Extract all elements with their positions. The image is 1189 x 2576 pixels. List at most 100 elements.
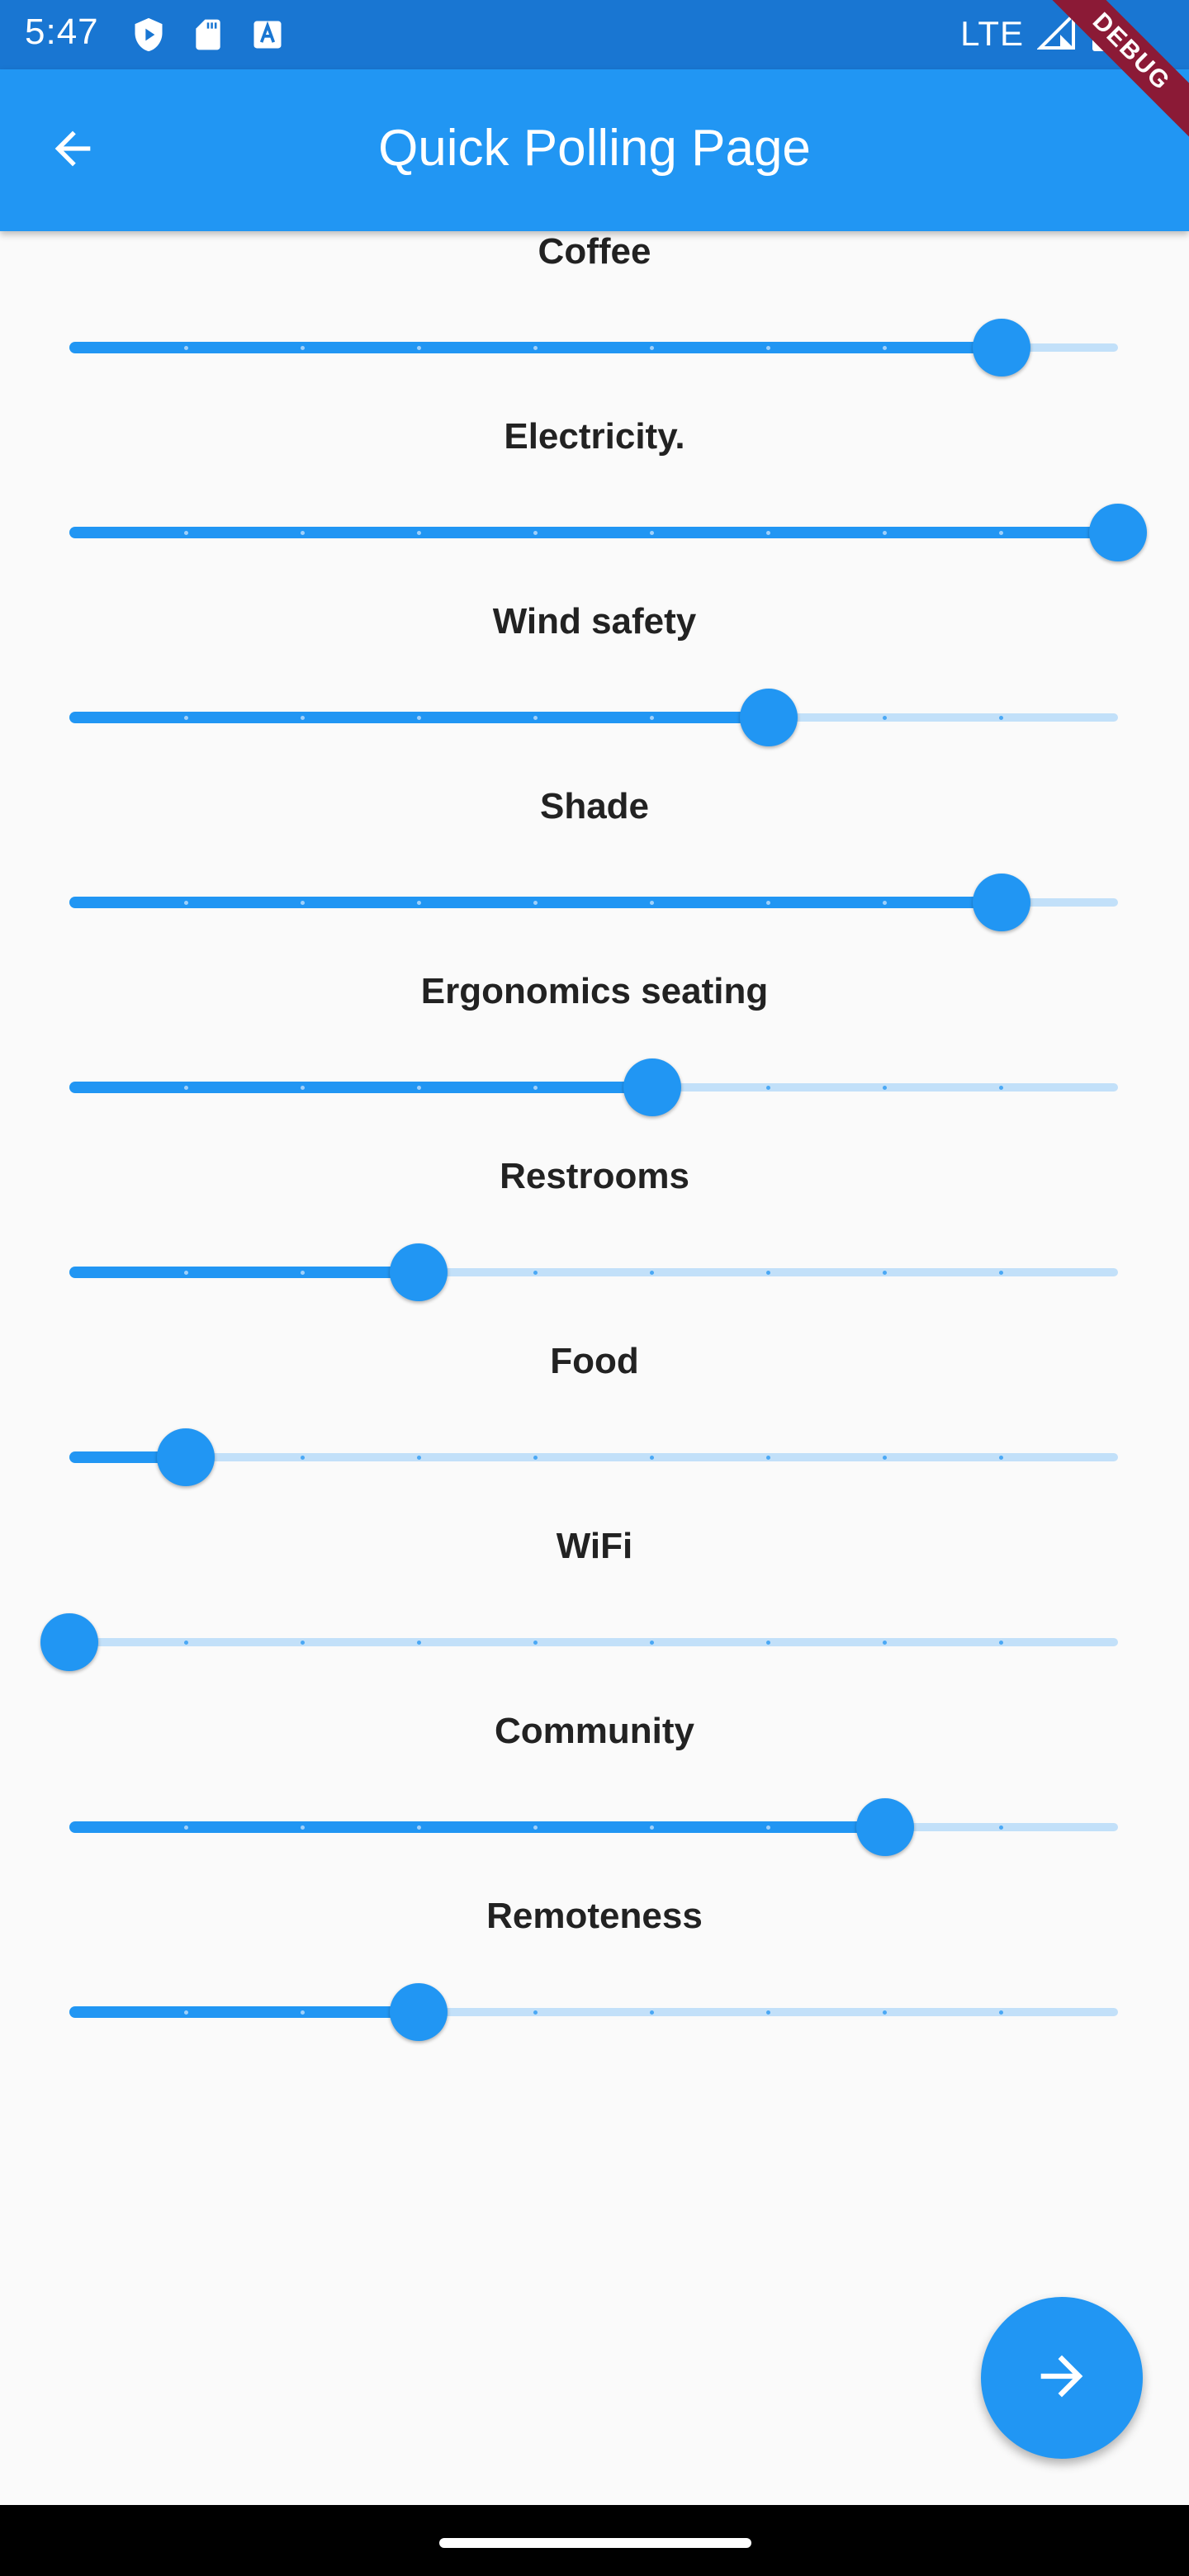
slider-tick <box>300 1086 305 1090</box>
slider-tick <box>183 1086 188 1090</box>
slider-tick <box>416 1086 421 1090</box>
slider-tick <box>300 716 305 720</box>
slider-tick <box>533 1456 538 1460</box>
slider-tick <box>416 1825 421 1830</box>
poll-slider[interactable] <box>40 1613 1118 1671</box>
slider-tick <box>300 1825 305 1830</box>
poll-label: Ergonomics seating <box>420 971 769 1011</box>
network-type: LTE <box>960 13 1024 53</box>
poll-slider[interactable] <box>69 1058 1118 1116</box>
slider-tick <box>650 1825 655 1830</box>
poll-slider[interactable] <box>69 1798 1118 1856</box>
home-gesture-handle[interactable] <box>439 2538 751 2548</box>
poll-slider[interactable] <box>69 1983 1118 2041</box>
arrow-back-icon <box>46 122 99 179</box>
slider-tick <box>883 2010 888 2015</box>
slider-tick <box>533 1086 538 1090</box>
poll-label: WiFi <box>556 1526 633 1566</box>
slider-thumb[interactable] <box>157 1428 216 1486</box>
slider-tick <box>883 901 888 905</box>
slider-tick <box>650 1271 655 1275</box>
slider-tick <box>300 1456 305 1460</box>
arrow-forward-icon <box>1030 2345 1093 2412</box>
slider-tick <box>533 901 538 905</box>
signal-icon <box>1036 11 1077 55</box>
poll-label: Food <box>550 1341 639 1381</box>
slider-tick <box>416 1456 421 1460</box>
slider-tick <box>650 901 655 905</box>
slider-active-track <box>69 1821 885 1833</box>
poll-item: Ergonomics seating <box>0 971 1189 1156</box>
page-title: Quick Polling Page <box>378 120 811 177</box>
poll-slider[interactable] <box>69 1243 1118 1301</box>
poll-item: Community <box>0 1711 1189 1896</box>
poll-label: Shade <box>539 786 650 826</box>
slider-tick <box>416 531 421 535</box>
slider-thumb[interactable] <box>1089 504 1147 561</box>
slider-tick <box>533 1825 538 1830</box>
poll-item: Coffee <box>0 231 1189 416</box>
slider-tick <box>766 1641 771 1645</box>
slider-thumb[interactable] <box>972 319 1030 376</box>
slider-tick <box>766 901 771 905</box>
slider-tick <box>533 716 538 720</box>
poll-item: WiFi <box>0 1526 1189 1711</box>
play-protect-icon <box>130 17 167 57</box>
slider-active-track <box>69 2006 419 2018</box>
slider-active-track <box>69 1267 419 1278</box>
poll-slider[interactable] <box>69 874 1118 931</box>
slider-thumb[interactable] <box>390 1243 448 1301</box>
slider-tick <box>650 531 655 535</box>
slider-tick <box>533 531 538 535</box>
slider-tick <box>416 716 421 720</box>
slider-tick <box>300 901 305 905</box>
slider-tick <box>766 1271 771 1275</box>
slider-thumb[interactable] <box>855 1798 914 1856</box>
poll-label: Remoteness <box>486 1896 703 1936</box>
slider-tick <box>300 1641 305 1645</box>
poll-slider[interactable] <box>69 504 1147 561</box>
slider-tick <box>883 1086 888 1090</box>
slider-thumb[interactable] <box>972 874 1030 931</box>
poll-item: Electricity. <box>0 416 1189 601</box>
poll-slider[interactable] <box>69 689 1118 746</box>
slider-tick <box>766 2010 771 2015</box>
slider-tick <box>183 1641 188 1645</box>
slider-tick <box>650 1641 655 1645</box>
slider-track <box>69 1268 1118 1276</box>
poll-slider[interactable] <box>69 319 1118 376</box>
slider-tick <box>533 1641 538 1645</box>
slider-tick <box>999 1641 1004 1645</box>
slider-track <box>69 2008 1118 2016</box>
slider-tick <box>183 716 188 720</box>
slider-tick <box>766 1456 771 1460</box>
slider-tick <box>999 531 1004 535</box>
slider-tick <box>416 346 421 350</box>
slider-thumb[interactable] <box>40 1613 98 1671</box>
poll-slider[interactable] <box>69 1428 1118 1486</box>
poll-item: Remoteness <box>0 1896 1189 2081</box>
text-a-icon <box>249 17 286 57</box>
slider-tick <box>766 1086 771 1090</box>
slider-tick <box>883 716 888 720</box>
poll-item: Restrooms <box>0 1156 1189 1341</box>
slider-tick <box>183 2010 188 2015</box>
slider-tick <box>999 716 1004 720</box>
slider-tick <box>999 1825 1004 1830</box>
slider-tick <box>883 531 888 535</box>
slider-tick <box>883 346 888 350</box>
slider-active-track <box>69 527 1118 538</box>
slider-thumb[interactable] <box>623 1058 681 1116</box>
slider-thumb[interactable] <box>390 1983 448 2041</box>
slider-tick <box>650 1456 655 1460</box>
slider-tick <box>300 1271 305 1275</box>
slider-thumb[interactable] <box>739 689 798 746</box>
slider-tick <box>533 346 538 350</box>
slider-tick <box>766 1825 771 1830</box>
slider-tick <box>883 1271 888 1275</box>
slider-track <box>69 1638 1118 1646</box>
next-button[interactable] <box>981 2297 1143 2459</box>
slider-tick <box>999 1086 1004 1090</box>
back-button[interactable] <box>40 117 106 183</box>
